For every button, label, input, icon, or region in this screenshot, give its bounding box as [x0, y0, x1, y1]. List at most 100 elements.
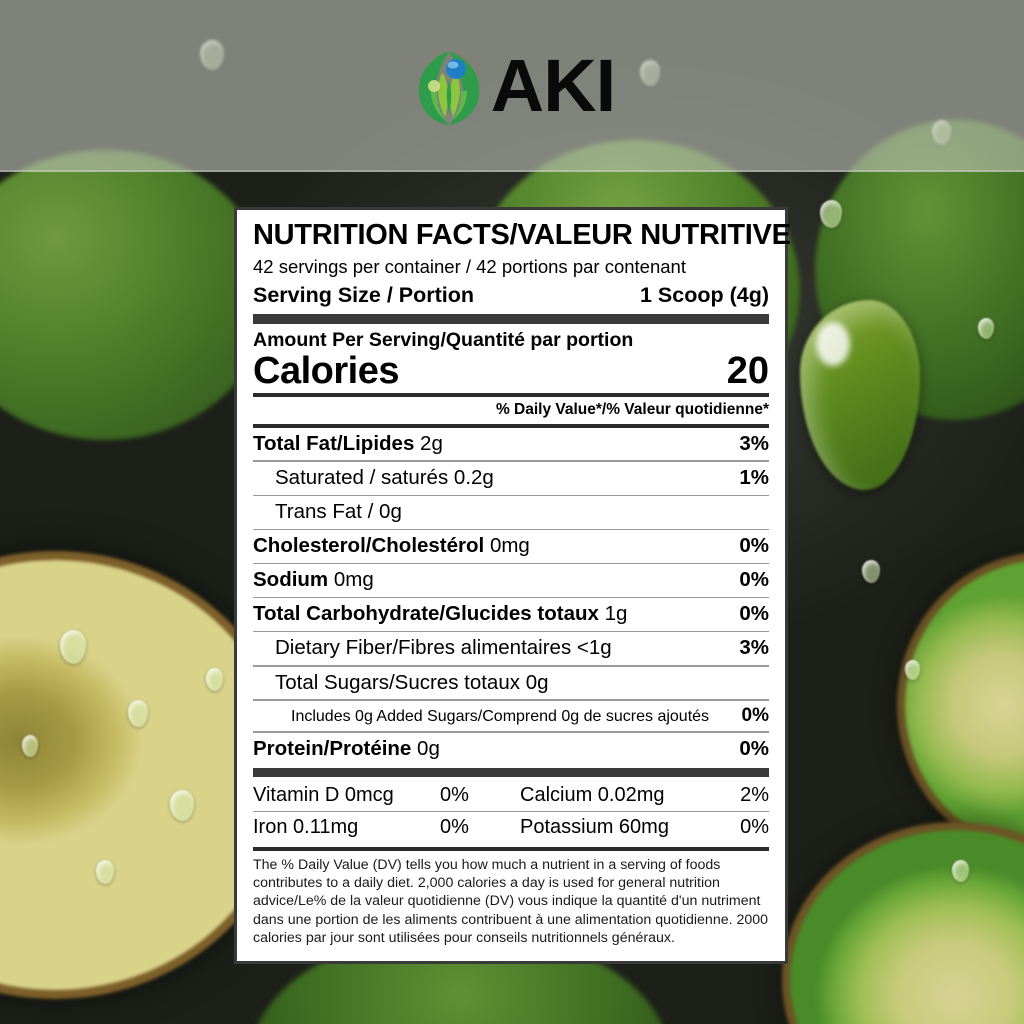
- brand-banner: AKI: [0, 0, 1024, 172]
- micronutrient-name: Vitamin D 0mcg: [253, 783, 394, 806]
- nutrient-daily-value: 0%: [739, 534, 769, 558]
- amount-per-serving: Amount Per Serving/Quantité par portion: [253, 328, 634, 351]
- avocado-half-bottom-right: [790, 830, 1024, 1024]
- nutrient-name: Dietary Fiber/Fibres alimentaires <1g: [275, 636, 612, 661]
- label-title: NUTRITION FACTS/VALEUR NUTRITIVE: [253, 219, 791, 251]
- nutrient-name: Saturated / saturés 0.2g: [275, 466, 494, 491]
- water-droplet: [820, 200, 842, 228]
- oil-droplet: [800, 300, 920, 490]
- nutrient-divider: [253, 630, 769, 633]
- nutrient-amount: 0g: [373, 500, 402, 524]
- nutrient-divider: [253, 665, 769, 667]
- nutrient-divider: [253, 731, 769, 733]
- nutrient-label: Saturated / saturés: [275, 465, 449, 489]
- nutrient-name: Cholesterol/Cholestérol 0mg: [253, 534, 530, 559]
- nutrient-name: Total Carbohydrate/Glucides totaux 1g: [253, 602, 627, 627]
- micronutrient-daily-value: 0%: [440, 816, 469, 839]
- divider-thick-before-vitamins: [253, 767, 769, 777]
- nutrient-daily-value: 0%: [741, 704, 769, 726]
- nutrient-row: Protein/Protéine 0g 0%: [253, 733, 769, 766]
- nutrient-list: Total Fat/Lipides 2g 3% Saturated / saturé…: [253, 428, 769, 766]
- nutrient-row: Cholesterol/Cholestérol 0mg 0%: [253, 530, 769, 563]
- water-droplet: [170, 790, 194, 821]
- aki-leaf-emblem-icon: [418, 51, 479, 125]
- micronutrient-daily-value: 0%: [440, 783, 469, 806]
- water-droplet: [128, 700, 148, 727]
- serving-size-row: Serving Size / Portion 1 Scoop (4g): [253, 283, 769, 308]
- nutrient-daily-value: 0%: [739, 736, 769, 760]
- micronutrient-name: Iron 0.11mg: [253, 816, 359, 839]
- water-droplet: [952, 860, 969, 882]
- divider-before-footnote: [253, 847, 769, 852]
- nutrient-divider: [253, 596, 769, 599]
- serving-size-label: Serving Size / Portion: [253, 282, 475, 307]
- nutrient-row: Dietary Fiber/Fibres alimentaires <1g 3%: [253, 632, 769, 665]
- micronutrient-cell: Vitamin D 0mcg 0%: [253, 783, 502, 808]
- calories-label: Calories: [253, 349, 399, 392]
- avocado-top-left: [0, 150, 270, 440]
- water-droplet: [60, 630, 86, 664]
- avocado-half-right: [905, 560, 1024, 850]
- nutrient-amount: 1g: [598, 602, 628, 626]
- nutrient-name: Total Sugars/Sucres totaux 0g: [275, 671, 549, 696]
- daily-value-footnote: The % Daily Value (DV) tells you how muc…: [253, 857, 769, 946]
- nutrient-amount: 0g: [520, 670, 549, 694]
- water-droplet: [905, 660, 920, 680]
- nutrient-daily-value: 0%: [739, 602, 769, 626]
- nutrient-amount: 2g: [414, 431, 443, 455]
- water-droplet: [22, 735, 38, 757]
- nutrient-daily-value: 3%: [739, 636, 769, 660]
- water-droplet: [206, 668, 223, 691]
- nutrient-divider: [253, 528, 769, 531]
- water-droplet: [862, 560, 880, 583]
- nutrient-row: Includes 0g Added Sugars/Comprend 0g de …: [253, 701, 769, 732]
- nutrient-row: Trans Fat / 0g: [253, 496, 769, 529]
- divider-below-calories: [253, 392, 769, 397]
- nutrient-divider: [253, 494, 769, 497]
- aki-wordmark: AKI: [490, 44, 616, 127]
- nutrient-label: Sodium: [253, 568, 329, 592]
- nutrient-label: Cholesterol/Cholestérol: [253, 534, 485, 558]
- nutrient-label: Protein/Protéine: [253, 736, 412, 760]
- nutrient-amount: 0g: [411, 736, 440, 760]
- nutrient-label: Total Sugars/Sucres totaux: [275, 670, 520, 694]
- nutrient-amount: 0.2g: [448, 465, 494, 489]
- nutrient-daily-value: 3%: [739, 431, 769, 455]
- daily-value-header: % Daily Value*/% Valeur quotidienne*: [495, 400, 769, 418]
- nutrient-divider: [253, 699, 769, 701]
- nutrient-label: Total Carbohydrate/Glucides totaux: [253, 602, 599, 626]
- aki-logo: AKI: [409, 43, 616, 129]
- micronutrient-daily-value: 0%: [740, 816, 769, 839]
- water-droplet: [96, 860, 114, 884]
- nutrient-name: Includes 0g Added Sugars/Comprend 0g de …: [291, 707, 709, 726]
- micronutrient-list: Vitamin D 0mcg 0% Calcium 0.02mg 2% Iron 0.1…: [253, 777, 769, 844]
- water-droplet: [978, 318, 994, 339]
- nutrient-name: Sodium 0mg: [253, 568, 374, 593]
- nutrient-name: Total Fat/Lipides 2g: [253, 432, 443, 457]
- nutrient-row: Sodium 0mg 0%: [253, 564, 769, 597]
- nutrient-amount: <1g: [571, 636, 612, 660]
- calories-value: 20: [726, 349, 769, 392]
- micronutrient-name: Calcium 0.02mg: [520, 783, 665, 806]
- nutrient-label: Total Fat/Lipides: [253, 431, 415, 455]
- nutrient-label: Trans Fat /: [275, 500, 374, 524]
- micronutrient-row: Vitamin D 0mcg 0% Calcium 0.02mg 2%: [253, 780, 769, 811]
- nutrient-row: Total Fat/Lipides 2g 3%: [253, 428, 769, 461]
- nutrient-row: Total Sugars/Sucres totaux 0g: [253, 667, 769, 700]
- nutrient-row: Saturated / saturés 0.2g 1%: [253, 462, 769, 495]
- micronutrient-cell: Potassium 60mg 0%: [502, 815, 769, 840]
- calories-row: Calories 20: [253, 350, 769, 393]
- micronutrient-row: Iron 0.11mg 0% Potassium 60mg 0%: [253, 812, 769, 843]
- nutrient-divider: [253, 460, 769, 462]
- nutrient-amount: 0mg: [328, 568, 374, 592]
- serving-size-value: 1 Scoop (4g): [639, 282, 769, 307]
- micronutrient-cell: Iron 0.11mg 0%: [253, 815, 502, 840]
- micronutrient-divider: [253, 810, 769, 813]
- nutrient-row: Total Carbohydrate/Glucides totaux 1g 0%: [253, 598, 769, 631]
- nutrient-name: Protein/Protéine 0g: [253, 737, 440, 762]
- divider-below-dv-header: [253, 423, 769, 428]
- servings-per-container: 42 servings per container / 42 portions …: [253, 256, 686, 278]
- nutrient-label: Includes 0g Added Sugars/Comprend 0g de …: [291, 707, 710, 725]
- divider-thick-top: [253, 313, 769, 324]
